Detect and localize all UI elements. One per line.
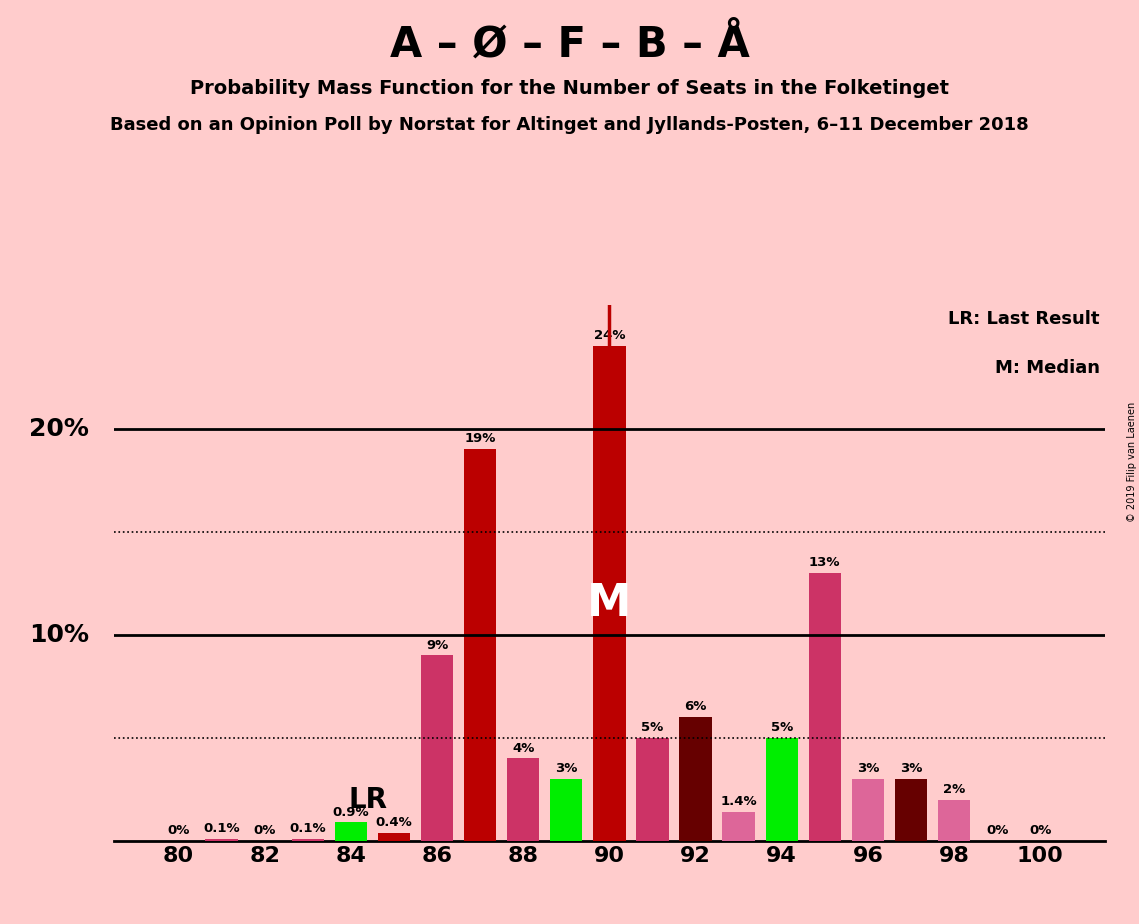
Text: Based on an Opinion Poll by Norstat for Altinget and Jyllands-Posten, 6–11 Decem: Based on an Opinion Poll by Norstat for … bbox=[110, 116, 1029, 133]
Text: LR: Last Result: LR: Last Result bbox=[949, 310, 1100, 328]
Text: 5%: 5% bbox=[771, 721, 793, 734]
Text: 0%: 0% bbox=[986, 824, 1008, 837]
Text: 5%: 5% bbox=[641, 721, 664, 734]
Text: © 2019 Filip van Laenen: © 2019 Filip van Laenen bbox=[1126, 402, 1137, 522]
Text: 13%: 13% bbox=[809, 556, 841, 569]
Bar bbox=[335, 822, 367, 841]
Text: 20%: 20% bbox=[30, 417, 89, 441]
Bar bbox=[205, 839, 238, 841]
Text: 10%: 10% bbox=[30, 623, 89, 647]
Bar bbox=[378, 833, 410, 841]
Text: 0%: 0% bbox=[254, 824, 276, 837]
Bar bbox=[550, 779, 582, 841]
Text: LR: LR bbox=[349, 786, 387, 814]
Text: 0.1%: 0.1% bbox=[289, 822, 326, 835]
Text: 9%: 9% bbox=[426, 638, 448, 651]
Bar bbox=[507, 759, 540, 841]
Bar bbox=[637, 737, 669, 841]
Bar bbox=[421, 655, 453, 841]
Bar bbox=[464, 449, 497, 841]
Bar bbox=[852, 779, 884, 841]
Text: 3%: 3% bbox=[555, 762, 577, 775]
Bar bbox=[765, 737, 797, 841]
Text: Probability Mass Function for the Number of Seats in the Folketinget: Probability Mass Function for the Number… bbox=[190, 79, 949, 98]
Bar bbox=[937, 799, 970, 841]
Bar bbox=[679, 717, 712, 841]
Bar bbox=[292, 839, 323, 841]
Text: 0.1%: 0.1% bbox=[203, 822, 240, 835]
Text: A – Ø – F – B – Å: A – Ø – F – B – Å bbox=[390, 23, 749, 65]
Bar bbox=[895, 779, 927, 841]
Text: 24%: 24% bbox=[593, 330, 625, 343]
Text: 6%: 6% bbox=[685, 700, 706, 713]
Text: 19%: 19% bbox=[465, 432, 495, 445]
Text: 0.9%: 0.9% bbox=[333, 806, 369, 819]
Text: 3%: 3% bbox=[900, 762, 923, 775]
Text: 0.4%: 0.4% bbox=[376, 816, 412, 829]
Text: 4%: 4% bbox=[513, 742, 534, 755]
Text: M: M bbox=[588, 582, 631, 626]
Text: 2%: 2% bbox=[943, 783, 965, 796]
Text: 3%: 3% bbox=[857, 762, 879, 775]
Text: 0%: 0% bbox=[167, 824, 190, 837]
Bar bbox=[722, 812, 755, 841]
Text: M: Median: M: Median bbox=[994, 359, 1100, 376]
Bar bbox=[593, 346, 625, 841]
Text: 1.4%: 1.4% bbox=[720, 796, 757, 808]
Bar bbox=[809, 573, 841, 841]
Text: 0%: 0% bbox=[1029, 824, 1051, 837]
